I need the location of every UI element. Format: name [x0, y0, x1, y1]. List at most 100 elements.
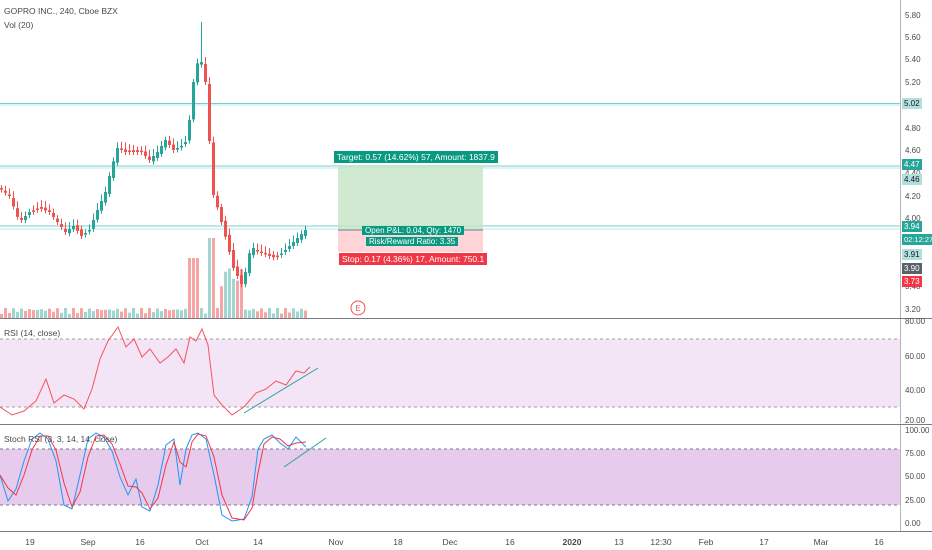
candle-body — [64, 228, 67, 232]
pane-separator[interactable] — [0, 424, 932, 425]
candle-body — [32, 210, 35, 212]
volume-bar — [264, 312, 267, 318]
volume-bar — [152, 312, 155, 318]
candle-body — [152, 156, 155, 162]
volume-bar — [40, 309, 43, 318]
rsi-band — [0, 339, 900, 407]
pane-separator[interactable] — [0, 318, 932, 319]
price-tag: 3.91 — [902, 249, 922, 260]
volume-bar — [28, 309, 31, 318]
volume-bar — [276, 308, 279, 318]
price-tag: 3.94 — [902, 221, 922, 232]
stoch-pane[interactable]: Stoch RSI (3, 3, 14, 14, close) — [0, 425, 900, 531]
candle-body — [236, 266, 239, 276]
volume-bar — [164, 308, 167, 318]
open-pl-label[interactable]: Open P&L: 0.04, Qty: 1470 — [362, 226, 465, 235]
rsi-label[interactable]: RSI (14, close) — [4, 328, 61, 338]
time-axis[interactable] — [0, 532, 932, 550]
candle-body — [228, 234, 231, 252]
candle-body — [280, 253, 283, 255]
stoch-tick: 100.00 — [905, 426, 930, 435]
price-tag: 4.47 — [902, 159, 922, 170]
volume-bar — [168, 310, 171, 318]
candle-body — [260, 251, 263, 254]
price-axis[interactable]: 5.80 5.60 5.40 5.20 4.80 4.60 4.40 4.20 … — [900, 0, 932, 318]
candle-body — [208, 83, 211, 141]
stoch-label[interactable]: Stoch RSI (3, 3, 14, 14, close) — [4, 434, 118, 444]
volume-bar — [96, 309, 99, 318]
candles — [0, 22, 307, 288]
volume-bar — [8, 312, 11, 318]
candle-body — [0, 188, 3, 190]
volume-bar — [304, 310, 307, 318]
volume-bar — [252, 308, 255, 318]
candle-body — [200, 62, 203, 65]
candle-body — [120, 148, 123, 150]
candle-body — [76, 225, 79, 231]
volume-bar — [156, 308, 159, 318]
volume-bar — [0, 314, 3, 318]
stoch-tick: 50.00 — [905, 472, 926, 481]
stoch-axis[interactable]: 100.00 75.00 50.00 25.00 0.00 — [900, 425, 932, 531]
candle-body — [156, 152, 159, 158]
price-tag: 3.90 — [902, 263, 922, 274]
stop-label[interactable]: Stop: 0.17 (4.36%) 17, Amount: 750.1 — [339, 253, 488, 265]
candle-body — [188, 120, 191, 141]
volume-bar — [280, 313, 283, 318]
volume-bar — [224, 271, 227, 318]
rsi-trendline — [243, 367, 319, 414]
time-label: 2020 — [562, 537, 582, 547]
candle-body — [140, 150, 143, 153]
volume-bar — [16, 311, 19, 318]
stoch-band — [0, 449, 900, 505]
candle-body — [220, 207, 223, 222]
candle-body — [92, 220, 95, 229]
earnings-marker-text: E — [355, 304, 360, 313]
volume-bar — [160, 311, 163, 318]
candle-body — [52, 212, 55, 217]
price-tick: 5.40 — [905, 55, 921, 64]
candle-body — [48, 210, 51, 212]
time-label: 12:30 — [650, 537, 672, 547]
candle-body — [176, 148, 179, 150]
volume-bar — [100, 310, 103, 318]
volume-bar — [84, 312, 87, 318]
price-tick: 4.80 — [905, 124, 921, 133]
stoch-chart[interactable] — [0, 425, 900, 531]
rsi-axis[interactable]: 80.00 60.00 40.00 20.00 — [900, 317, 932, 425]
volume-bar — [200, 308, 203, 318]
volume-bar — [292, 308, 295, 318]
price-tick: 4.40 — [905, 169, 921, 178]
volume-bar — [172, 309, 175, 318]
risk-reward-label[interactable]: Risk/Reward Ratio: 3.35 — [366, 237, 459, 246]
candle-body — [248, 253, 251, 274]
rsi-tick: 80.00 — [905, 317, 926, 326]
candle-body — [12, 197, 15, 207]
volume-bar — [48, 308, 51, 318]
candle-body — [144, 151, 147, 156]
stoch-tick: 0.00 — [905, 519, 921, 528]
target-label[interactable]: Target: 0.57 (14.62%) 57, Amount: 1837.9 — [334, 151, 498, 163]
rsi-chart[interactable] — [0, 319, 900, 423]
price-tick: 5.80 — [905, 11, 921, 20]
price-pane[interactable]: E GOPRO INC., 240, Cboe BZX Vol (20) Tar… — [0, 0, 900, 318]
rsi-pane[interactable]: RSI (14, close) — [0, 319, 900, 423]
price-tick: 4.20 — [905, 192, 921, 201]
candle-body — [8, 194, 11, 197]
price-tick: 4.00 — [905, 214, 921, 223]
candle-body — [244, 272, 247, 285]
volume-bar — [124, 308, 127, 318]
candle-body — [68, 229, 71, 234]
rsi-tick: 40.00 — [905, 386, 926, 395]
candle-body — [88, 230, 91, 232]
symbol-title[interactable]: GOPRO INC., 240, Cboe BZX — [4, 6, 118, 16]
volume-bar — [36, 309, 39, 318]
stoch-d-line — [0, 433, 307, 521]
candle-body — [132, 150, 135, 152]
candle-body — [252, 248, 255, 256]
volume-bar — [72, 308, 75, 318]
stoch-tick: 25.00 — [905, 496, 926, 505]
candle-body — [104, 192, 107, 203]
candle-body — [148, 156, 151, 160]
volume-label[interactable]: Vol (20) — [4, 20, 34, 30]
